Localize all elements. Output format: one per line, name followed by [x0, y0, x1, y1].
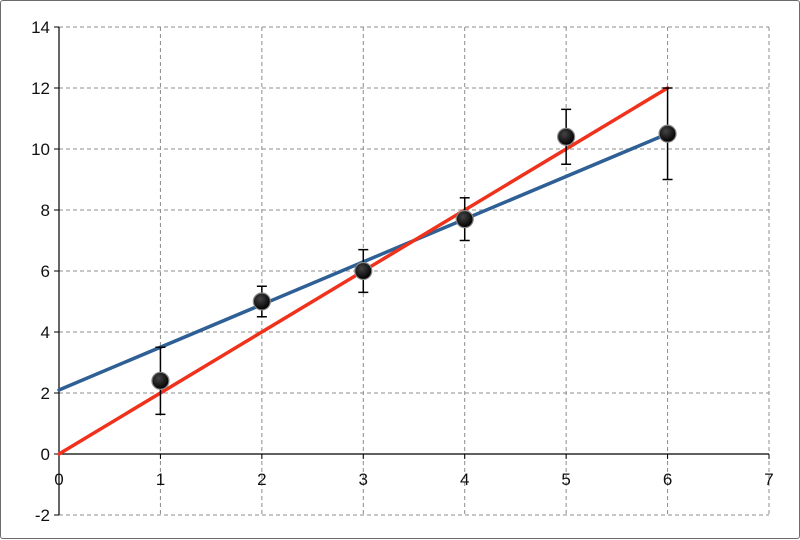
- x-tick-label: 3: [359, 470, 368, 489]
- x-tick-label: 0: [54, 470, 63, 489]
- data-points: [151, 124, 677, 390]
- data-point: [557, 127, 576, 146]
- data-point: [151, 371, 170, 390]
- axes: [54, 26, 770, 516]
- y-tick-label: 14: [31, 18, 50, 37]
- x-tick-label: 5: [561, 470, 570, 489]
- grid-lines: [59, 26, 770, 516]
- y-tick-label: 12: [31, 79, 50, 98]
- data-point: [455, 210, 474, 229]
- x-tick-label: 6: [663, 470, 672, 489]
- y-tick-label: 6: [41, 262, 50, 281]
- y-tick-label: 0: [41, 445, 50, 464]
- data-point: [658, 124, 677, 143]
- x-tick-label: 2: [257, 470, 266, 489]
- y-tick-label: 4: [41, 323, 50, 342]
- y-tick-label: -2: [35, 506, 50, 525]
- y-tick-label: 10: [31, 140, 50, 159]
- x-tick-labels: 0 1 2 3 4 5 6 7: [54, 470, 773, 489]
- x-tick-label: 7: [764, 470, 773, 489]
- x-tick-label: 1: [156, 470, 165, 489]
- data-point: [354, 261, 373, 281]
- y-tick-label: 2: [41, 384, 50, 403]
- y-tick-label: 8: [41, 201, 50, 220]
- data-point: [252, 292, 271, 311]
- y-tick-labels: -2 0 2 4 6 8 10 12 14: [31, 18, 50, 525]
- x-tick-label: 4: [460, 470, 469, 489]
- error-bars: [155, 87, 673, 416]
